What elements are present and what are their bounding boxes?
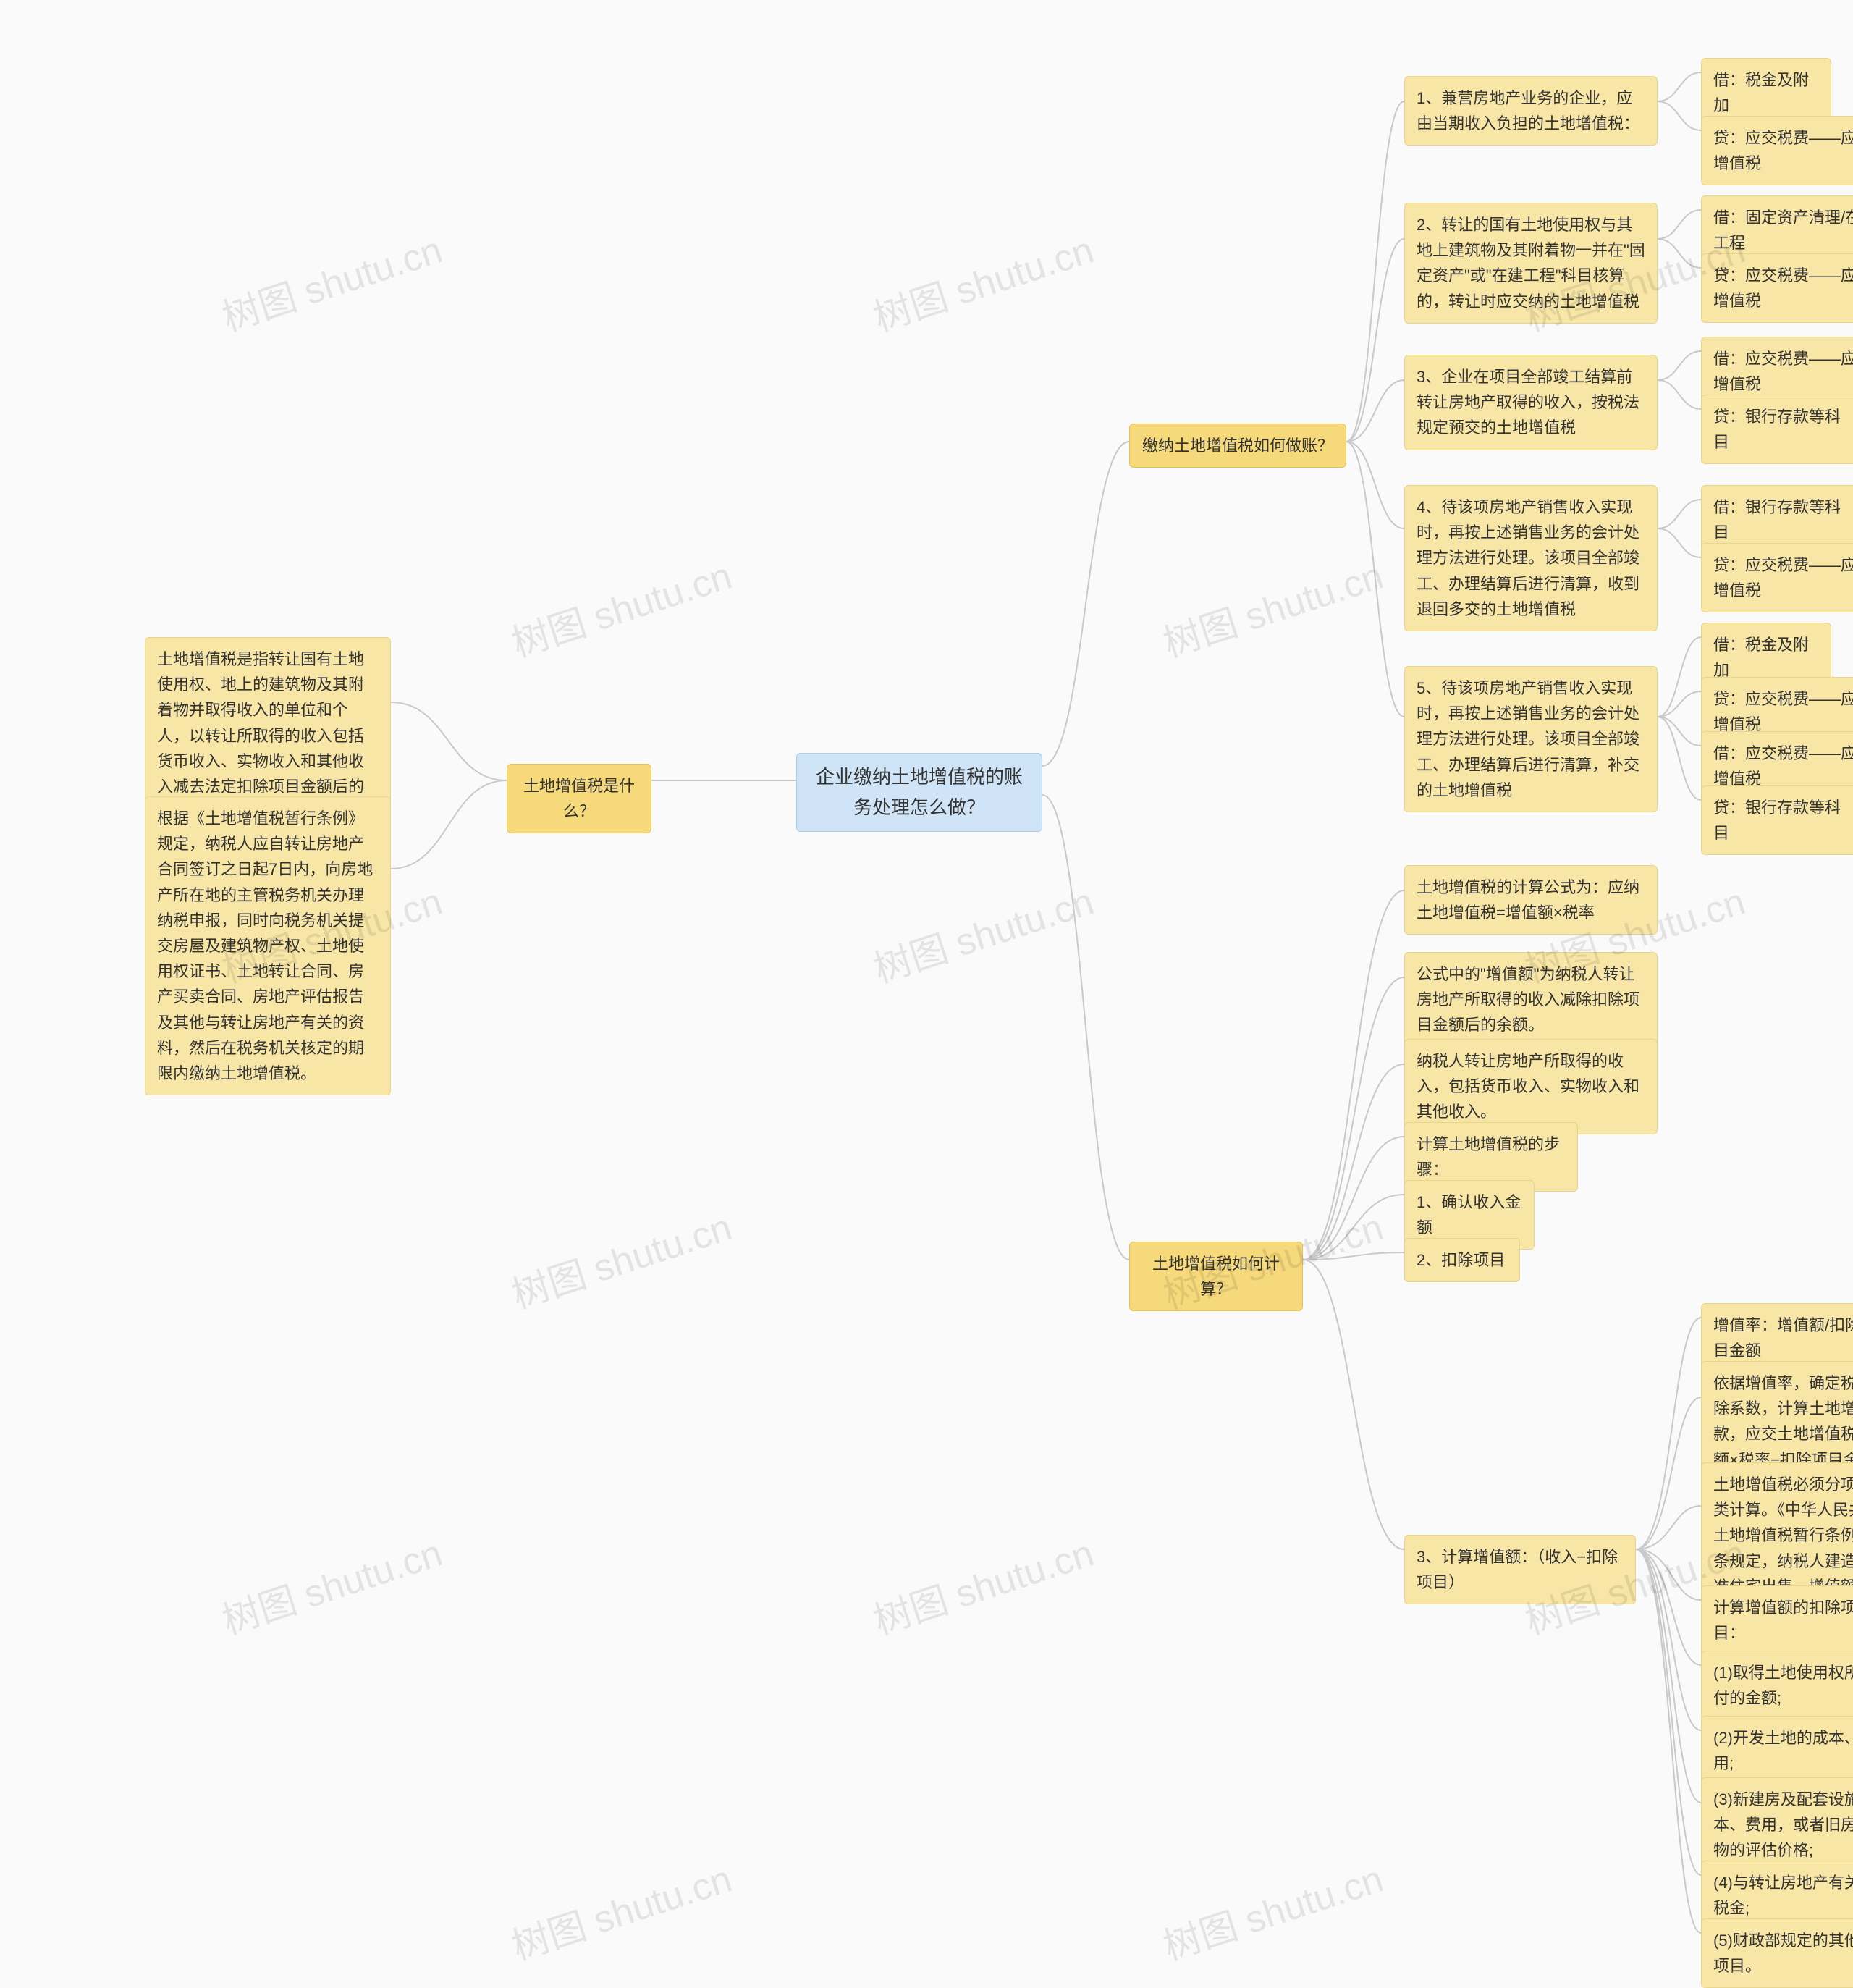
watermark: 树图 shutu.cn — [1155, 1848, 1389, 1971]
root-node[interactable]: 企业缴纳土地增值税的账务处理怎么做？ — [796, 753, 1042, 832]
watermark: 树图 shutu.cn — [1155, 545, 1389, 667]
right2-branch[interactable]: 土地增值税如何计算？ — [1129, 1242, 1303, 1311]
right1-item-2-sub-1[interactable]: 贷：银行存款等科目 — [1701, 395, 1853, 464]
watermark: 树图 shutu.cn — [214, 1522, 448, 1645]
watermark: 树图 shutu.cn — [214, 219, 448, 342]
watermark: 树图 shutu.cn — [866, 219, 1099, 342]
right1-item-4[interactable]: 5、待该项房地产销售收入实现时，再按上述销售业务的会计处理方法进行处理。该项目全… — [1404, 666, 1658, 812]
watermark: 树图 shutu.cn — [504, 1848, 738, 1971]
watermark: 树图 shutu.cn — [866, 1522, 1099, 1645]
left-item-1[interactable]: 根据《土地增值税暂行条例》规定，纳税人应自转让房地产合同签订之日起7日内，向房地… — [145, 796, 391, 1095]
watermark: 树图 shutu.cn — [866, 871, 1099, 993]
right2-item3-sub-6[interactable]: (3)新建房及配套设施的成本、费用，或者旧房及建筑物的评估价格; — [1701, 1777, 1853, 1873]
right2-flat-2[interactable]: 纳税人转让房地产所取得的收入，包括货币收入、实物收入和其他收入。 — [1404, 1039, 1658, 1134]
right2-item3[interactable]: 3、计算增值额：（收入−扣除项目） — [1404, 1535, 1636, 1604]
left-branch[interactable]: 土地增值税是什么？ — [507, 764, 651, 833]
right1-item-4-sub-3[interactable]: 贷：银行存款等科目 — [1701, 785, 1853, 855]
right2-item3-sub-4[interactable]: (1)取得土地使用权所支付的金额; — [1701, 1651, 1853, 1720]
right1-item-0-sub-1[interactable]: 贷：应交税费——应交土地增值税 — [1701, 116, 1853, 185]
watermark: 树图 shutu.cn — [504, 545, 738, 667]
watermark: 树图 shutu.cn — [504, 1197, 738, 1319]
right1-branch[interactable]: 缴纳土地增值税如何做账？ — [1129, 424, 1346, 468]
right1-item-1[interactable]: 2、转让的国有土地使用权与其地上建筑物及其附着物一并在"固定资产"或"在建工程"… — [1404, 203, 1658, 324]
right2-item3-sub-3[interactable]: 计算增值额的扣除项目： — [1701, 1585, 1853, 1655]
right2-flat-5[interactable]: 2、扣除项目 — [1404, 1238, 1520, 1282]
right2-item3-sub-5[interactable]: (2)开发土地的成本、费用; — [1701, 1716, 1853, 1785]
right2-flat-1[interactable]: 公式中的"增值额"为纳税人转让房地产所取得的收入减除扣除项目金额后的余额。 — [1404, 952, 1658, 1048]
right2-item3-sub-8[interactable]: (5)财政部规定的其他扣除项目。 — [1701, 1918, 1853, 1988]
right1-item-3[interactable]: 4、待该项房地产销售收入实现时，再按上述销售业务的会计处理方法进行处理。该项目全… — [1404, 485, 1658, 631]
right1-item-2[interactable]: 3、企业在项目全部竣工结算前转让房地产取得的收入，按税法规定预交的土地增值税 — [1404, 355, 1658, 450]
right1-item-0[interactable]: 1、兼营房地产业务的企业，应由当期收入负担的土地增值税： — [1404, 76, 1658, 146]
right2-flat-0[interactable]: 土地增值税的计算公式为：应纳土地增值税=增值额×税率 — [1404, 865, 1658, 935]
right1-item-3-sub-1[interactable]: 贷：应交税费——应交土地增值税 — [1701, 543, 1853, 612]
right1-item-1-sub-1[interactable]: 贷：应交税费——应交土地增值税 — [1701, 253, 1853, 323]
